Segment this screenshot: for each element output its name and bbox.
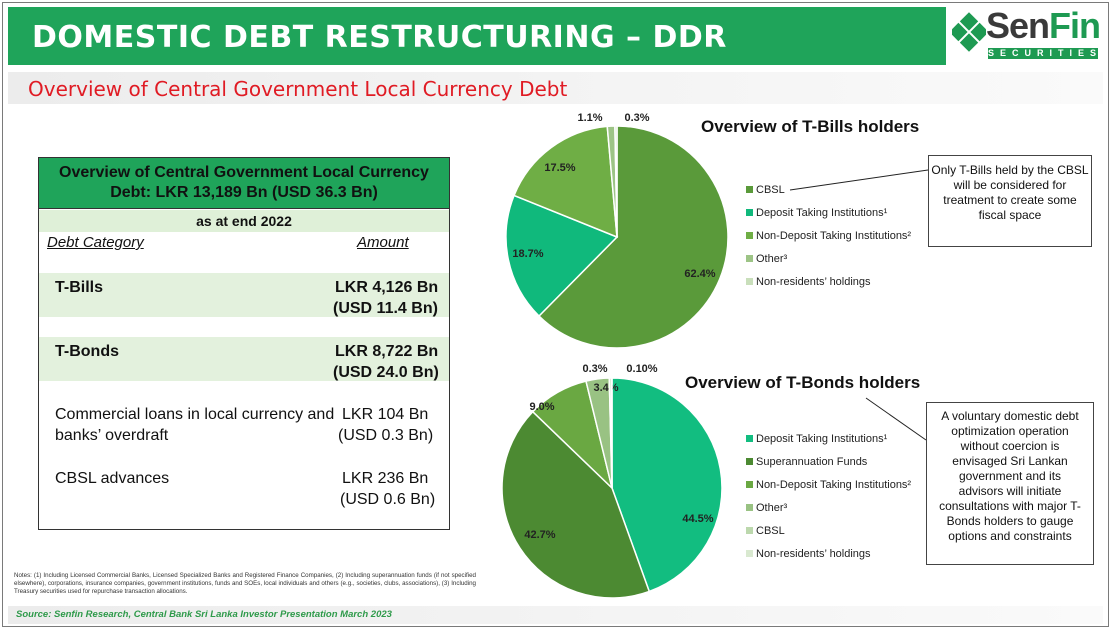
slice-data-label: 1.1% xyxy=(577,112,602,124)
row-amount-lkr: LKR 236 Bn xyxy=(342,470,429,487)
table-row: Commercial loans in local currency and b… xyxy=(39,402,449,446)
slice-data-label: 18.7% xyxy=(512,248,543,260)
row-amount-lkr: LKR 104 Bn xyxy=(342,406,429,423)
table-as-at: as at end 2022 xyxy=(39,210,449,232)
legend-label: CBSL xyxy=(756,184,785,196)
pie-slice xyxy=(614,125,618,238)
row-category: T-Bills xyxy=(55,279,104,296)
pie-slice xyxy=(611,377,723,593)
pie-slice xyxy=(501,410,651,599)
legend-label: Other³ xyxy=(756,502,788,514)
source-text: Source: Senfin Research, Central Bank Sr… xyxy=(16,609,392,620)
slice-data-label: 0.3% xyxy=(582,363,607,375)
row-amount-lkr: LKR 4,126 Bn xyxy=(335,279,439,296)
legend-swatch xyxy=(746,504,753,511)
legend-swatch xyxy=(746,209,753,216)
logo-diamond-icon xyxy=(952,12,986,52)
legend-swatch xyxy=(746,435,753,442)
row-amount-lkr: LKR 8,722 Bn xyxy=(335,343,439,360)
column-header-category: Debt Category xyxy=(47,234,144,251)
chart-title-tbills: Overview of T-Bills holders xyxy=(701,117,919,136)
legend-swatch xyxy=(746,458,753,465)
title-bar: DOMESTIC DEBT RESTRUCTURING – DDR xyxy=(8,7,946,65)
table-row: T-Bills LKR 4,126 Bn (USD 11.4 Bn) xyxy=(39,273,449,317)
slice-data-label: 62.4% xyxy=(684,268,715,280)
legend-label: CBSL xyxy=(756,525,785,537)
callout-pointer-tbills xyxy=(789,169,929,191)
pie-slice xyxy=(610,377,613,489)
legend-label: Non-Deposit Taking Institutions² xyxy=(756,479,911,491)
table-row: CBSL advances LKR 236 Bn (USD 0.6 Bn) xyxy=(39,466,449,510)
pie-slice xyxy=(537,125,729,349)
row-amount-usd: (USD 11.4 Bn) xyxy=(333,300,438,317)
source-bar: Source: Senfin Research, Central Bank Sr… xyxy=(8,606,1103,624)
legend-label: Non-residents’ holdings xyxy=(756,548,871,560)
slice-data-label: 0.10% xyxy=(626,363,657,375)
senfin-logo: SenFin SECURITIES xyxy=(952,5,1103,64)
callout-tbonds: A voluntary domestic debt optimization o… xyxy=(926,402,1094,565)
slice-data-label: 44.5% xyxy=(682,513,713,525)
row-category: T-Bonds xyxy=(55,343,119,360)
legend-label: Non-Deposit Taking Institutions² xyxy=(756,230,911,242)
row-amount-usd: (USD 0.6 Bn) xyxy=(340,491,436,508)
callout-pointer-tbonds xyxy=(865,397,927,441)
legend-swatch xyxy=(746,278,753,285)
pie-slice xyxy=(513,125,618,239)
chart-title-tbonds: Overview of T-Bonds holders xyxy=(685,373,920,392)
slice-data-label: 17.5% xyxy=(544,162,575,174)
legend-swatch xyxy=(746,550,753,557)
slice-data-label: 0.3% xyxy=(624,112,649,124)
logo-tagline: SECURITIES xyxy=(988,48,1103,59)
legend-swatch xyxy=(746,186,753,193)
legend-label: Non-residents’ holdings xyxy=(756,276,871,288)
column-header-amount: Amount xyxy=(357,234,409,251)
legend-swatch xyxy=(746,255,753,262)
legend-swatch xyxy=(746,232,753,239)
table-row: T-Bonds LKR 8,722 Bn (USD 24.0 Bn) xyxy=(39,337,449,381)
page-title: DOMESTIC DEBT RESTRUCTURING – DDR xyxy=(32,20,727,55)
slice-data-label: 3.4% xyxy=(593,382,618,394)
legend-label: Deposit Taking Institutions¹ xyxy=(756,433,888,445)
slice-data-label: 42.7% xyxy=(524,529,555,541)
legend-swatch xyxy=(746,481,753,488)
table-title: Overview of Central Government Local Cur… xyxy=(39,158,449,209)
row-amount-usd: (USD 24.0 Bn) xyxy=(333,364,439,381)
subtitle-bar: Overview of Central Government Local Cur… xyxy=(8,72,1103,104)
logo-wordmark: SenFin xyxy=(986,5,1101,46)
row-category: Commercial loans in local currency and b… xyxy=(55,406,335,444)
debt-table: Overview of Central Government Local Cur… xyxy=(38,157,450,530)
row-amount-usd: (USD 0.3 Bn) xyxy=(338,427,434,444)
slice-data-label: 9.0% xyxy=(529,401,554,413)
legend-label: Deposit Taking Institutions¹ xyxy=(756,207,888,219)
row-category: CBSL advances xyxy=(55,470,170,487)
legend-swatch xyxy=(746,527,753,534)
callout-tbills: Only T-Bills held by the CBSL will be co… xyxy=(928,155,1092,247)
footnotes: Notes: (1) Including Licensed Commercial… xyxy=(14,572,476,595)
pie-slice xyxy=(505,194,619,318)
legend-label: Superannuation Funds xyxy=(756,456,868,468)
legend-label: Other³ xyxy=(756,253,788,265)
page-subtitle: Overview of Central Government Local Cur… xyxy=(28,77,568,101)
